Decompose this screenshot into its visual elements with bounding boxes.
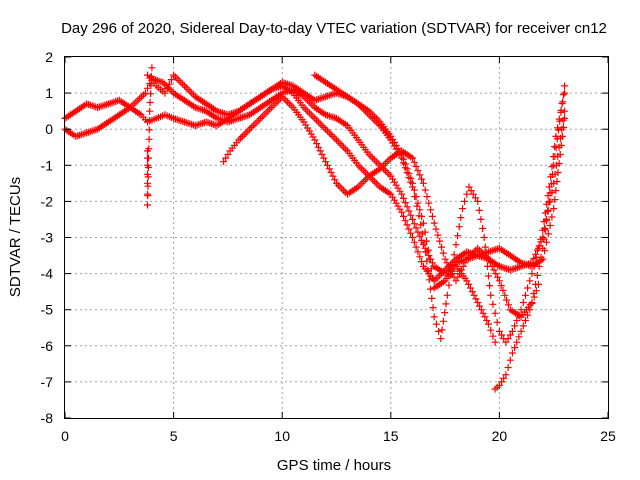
x-tick-label: 5 <box>170 428 178 444</box>
series-track-5 <box>311 71 569 346</box>
series-track-2 <box>61 75 569 278</box>
y-tick-label: 2 <box>45 49 53 65</box>
series-track-4 <box>220 82 569 321</box>
x-axis-label: GPS time / hours <box>277 457 391 474</box>
y-tick-label: 1 <box>45 85 53 101</box>
y-tick-label: -2 <box>41 193 54 209</box>
y-tick-label: -4 <box>41 266 54 282</box>
y-tick-label: 0 <box>45 121 53 137</box>
x-tick-label: 15 <box>383 428 399 444</box>
x-tick-labels: 0 5 10 15 20 25 <box>61 428 616 444</box>
y-tick-label: -5 <box>41 302 54 318</box>
data-points <box>61 75 569 278</box>
series-track-7 <box>491 280 542 393</box>
y-tick-label: -6 <box>41 338 54 354</box>
y-axis-label: SDTVAR / TECUs <box>7 177 24 297</box>
y-tick-labels: -8 -7 -6 -5 -4 -3 -2 -1 0 1 2 <box>41 49 54 426</box>
data-points <box>311 71 569 346</box>
x-tick-label: 0 <box>61 428 69 444</box>
x-tick-label: 25 <box>600 428 616 444</box>
y-tick-label: -1 <box>41 157 54 173</box>
data-points <box>491 280 542 393</box>
series-track-6 <box>144 64 156 209</box>
y-tick-label: -3 <box>41 230 54 246</box>
data-series <box>61 64 569 393</box>
chart-title: Day 296 of 2020, Sidereal Day-to-day VTE… <box>61 20 607 37</box>
axis-ticks <box>64 56 609 419</box>
plot-frame <box>64 56 609 419</box>
data-points <box>220 82 569 321</box>
data-points <box>144 64 156 209</box>
y-tick-label: -7 <box>41 374 54 390</box>
x-tick-label: 20 <box>492 428 508 444</box>
x-tick-label: 10 <box>274 428 290 444</box>
y-tick-label: -8 <box>41 410 54 426</box>
